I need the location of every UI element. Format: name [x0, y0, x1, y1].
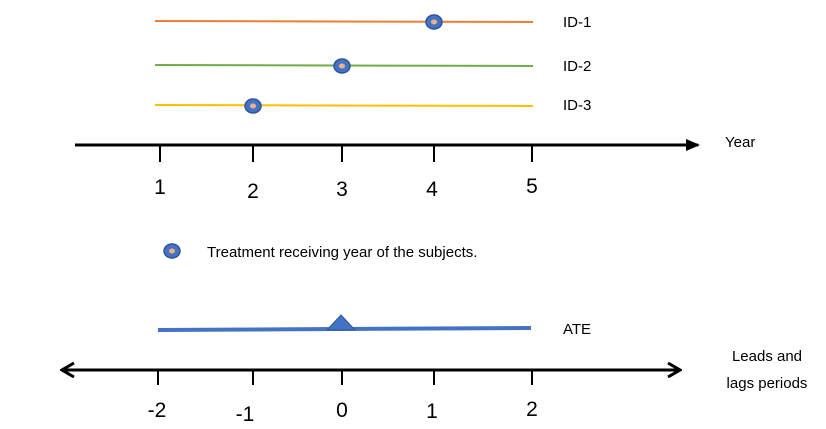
- year-tick-label: 2: [247, 180, 259, 203]
- ring-marker-icon: [163, 243, 181, 259]
- timeline-label: ID-3: [563, 97, 591, 114]
- year-axis-ticks: [159, 145, 533, 162]
- treatment-marker-icon: [425, 14, 443, 30]
- year-axis: 1 2 3 4 5 Year: [75, 134, 755, 203]
- period-axis-title-line-1: Leads and: [732, 348, 802, 365]
- legend: Treatment receiving year of the subjects…: [163, 243, 477, 261]
- period-tick-label: 1: [426, 400, 438, 423]
- marker-center: [169, 248, 175, 254]
- year-tick-label: 3: [336, 178, 348, 201]
- event-triangle-icon: [325, 314, 357, 331]
- timeline-label: ID-2: [563, 58, 591, 75]
- ate-label: ATE: [563, 321, 591, 338]
- subject-timeline-id-2: ID-2: [154, 58, 591, 75]
- period-axis: -2 -1 0 1 2 Leads and lags periods: [62, 348, 807, 426]
- timeline-label: ID-1: [563, 14, 591, 31]
- period-axis-title-line-2: lags periods: [727, 375, 808, 392]
- period-tick-label: -2: [148, 399, 167, 422]
- period-tick-label: 2: [526, 398, 538, 421]
- marker-center: [250, 103, 256, 109]
- marker-center: [339, 63, 345, 69]
- subject-timeline-id-3: ID-3: [154, 97, 591, 114]
- period-tick-label: -1: [236, 403, 255, 426]
- treatment-marker-icon: [244, 98, 262, 114]
- year-tick-label: 5: [526, 175, 538, 198]
- timeline-line: [154, 104, 534, 107]
- subject-timeline-id-1: ID-1: [154, 14, 591, 31]
- ate-line-group: ATE: [157, 314, 591, 338]
- year-tick-label: 4: [426, 178, 438, 201]
- timeline-line: [154, 20, 534, 23]
- legend-text: Treatment receiving year of the subjects…: [207, 244, 477, 261]
- treatment-marker-icon: [333, 58, 351, 74]
- marker-center: [431, 19, 437, 25]
- period-tick-label: 0: [336, 399, 348, 422]
- year-axis-title: Year: [725, 134, 755, 151]
- year-tick-label: 1: [154, 176, 166, 199]
